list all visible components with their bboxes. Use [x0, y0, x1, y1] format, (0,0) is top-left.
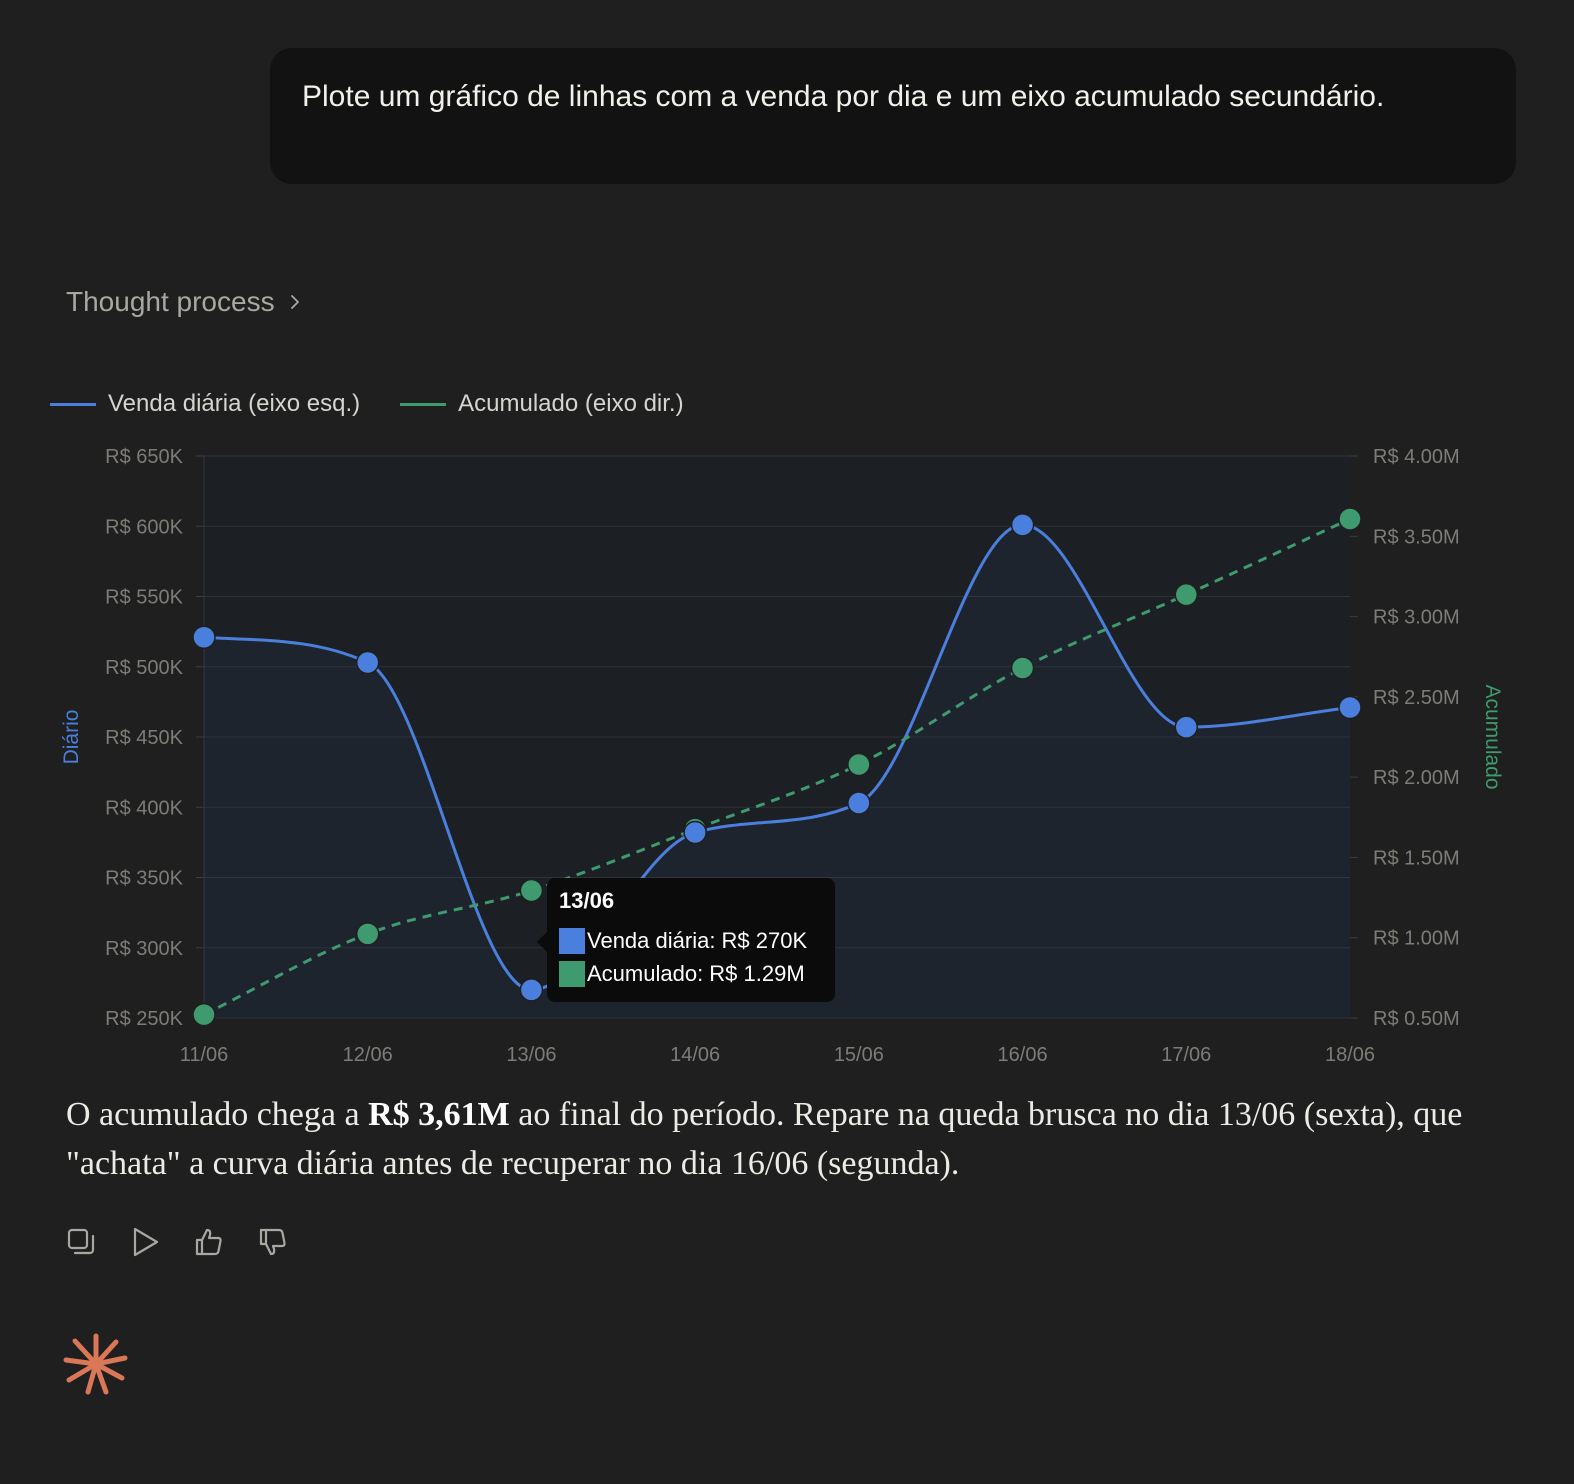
cumulative-point: [847, 752, 871, 777]
play-button[interactable]: [128, 1222, 162, 1262]
daily-point: [683, 820, 707, 845]
copy-icon: [67, 1228, 95, 1255]
answer-text-before: O acumulado chega a: [66, 1096, 369, 1133]
x-tick-label: 15/06: [834, 1044, 884, 1066]
thought-process-label: Thought process: [66, 286, 275, 317]
y-right-tick-label: R$ 3.50M: [1373, 526, 1460, 548]
daily-area: [204, 524, 1350, 1018]
thought-process-toggle[interactable]: Thought process: [66, 286, 303, 318]
cumulative-point: [1010, 656, 1035, 680]
daily-area-fill: [204, 524, 1350, 1018]
y-left-tick-label: R$ 600K: [105, 516, 183, 538]
tooltip-swatch-daily: [559, 927, 585, 954]
series-lines: [203, 517, 1351, 1016]
daily-point: [355, 650, 380, 675]
daily-point: [1338, 695, 1362, 720]
x-tick-label: 12/06: [343, 1044, 393, 1066]
cumulative-point: [519, 878, 544, 903]
thumbs-up-icon: [195, 1228, 222, 1256]
y-left-tick-label: R$ 550K: [105, 587, 183, 609]
grid-lines: [196, 455, 1358, 1019]
y-left-tick-label: R$ 450K: [105, 727, 183, 749]
chart-tooltip: 13/06 Venda diária: R$ 270K Acumulado: R…: [537, 878, 835, 1002]
y-right-tick-label: R$ 0.50M: [1373, 1008, 1460, 1030]
daily-point: [192, 625, 216, 649]
tooltip-value-daily: Venda diária: R$ 270K: [587, 927, 808, 953]
cumulative-point: [192, 1002, 216, 1027]
daily-point: [847, 791, 871, 815]
legend-label-daily: Venda diária (eixo esq.): [108, 390, 361, 417]
x-tick-label: 11/06: [180, 1044, 229, 1066]
tooltip-swatch-cumulative: [559, 960, 585, 987]
tooltip-value-cumulative: Acumulado: R$ 1.29M: [587, 960, 805, 986]
cumulative-point: [1338, 507, 1362, 531]
chevron-right-icon: [290, 295, 299, 309]
y-right-tick-label: R$ 1.50M: [1373, 847, 1460, 869]
tooltip-row-daily: Venda diária: R$ 270K: [559, 924, 823, 957]
legend-item-daily[interactable]: Venda diária (eixo esq.): [50, 390, 360, 418]
y-right-tick-label: R$ 4.00M: [1373, 446, 1460, 468]
message-actions: [64, 1222, 290, 1262]
cumulative-line: [203, 517, 1351, 1016]
axis-ticks: R$ 250K R$ 300K R$ 350K R$ 400K R$ 450K R$ 50…: [105, 446, 1460, 1066]
x-tick-label: 14/06: [670, 1044, 720, 1066]
series-points: [192, 507, 1362, 1027]
y-left-tick-label: R$ 300K: [105, 938, 183, 960]
y-left-tick-label: R$ 400K: [105, 797, 183, 819]
y-right-tick-label: R$ 2.00M: [1373, 767, 1460, 789]
y-right-tick-label: R$ 1.00M: [1373, 928, 1460, 950]
assistant-answer: O acumulado chega a R$ 3,61M ao final do…: [66, 1090, 1506, 1188]
dual-axis-line-chart: R$ 250K R$ 300K R$ 350K R$ 400K R$ 450K R$ 50…: [60, 446, 1504, 1066]
x-tick-label: 13/06: [506, 1044, 556, 1066]
x-tick-label: 18/06: [1325, 1044, 1375, 1066]
user-message-text: Plote um gráfico de linhas com a venda p…: [302, 80, 1385, 113]
cumulative-point: [355, 922, 380, 946]
cumulative-point: [1174, 582, 1199, 607]
answer-highlight: R$ 3,61M: [368, 1096, 510, 1133]
play-icon: [133, 1227, 159, 1257]
y-left-tick-label: R$ 650K: [105, 446, 183, 468]
thumbs-down-button[interactable]: [256, 1222, 290, 1262]
legend-label-cumulative: Acumulado (eixo dir.): [458, 390, 684, 417]
copy-button[interactable]: [64, 1222, 98, 1262]
tooltip-row-cumulative: Acumulado: R$ 1.29M: [559, 957, 823, 990]
legend-item-cumulative[interactable]: Acumulado (eixo dir.): [400, 390, 684, 418]
daily-sales-line: [203, 523, 1351, 992]
y-left-tick-label: R$ 250K: [105, 1008, 183, 1030]
answer-text-after: ao final do período. Repare na queda bru…: [66, 1096, 1463, 1182]
x-tick-label: 16/06: [998, 1044, 1048, 1066]
thumbs-up-button[interactable]: [192, 1222, 226, 1262]
daily-point: [519, 978, 544, 1002]
y-right-tick-label: R$ 2.50M: [1373, 687, 1460, 709]
tooltip-title: 13/06: [559, 888, 615, 913]
thumbs-down-icon: [259, 1228, 286, 1256]
y-right-axis-title: Acumulado: [1481, 684, 1504, 789]
daily-point: [1174, 715, 1199, 739]
chart-legend: Venda diária (eixo esq.) Acumulado (eixo…: [50, 390, 724, 418]
legend-swatch-daily: [50, 402, 96, 406]
y-left-tick-label: R$ 500K: [105, 657, 183, 679]
y-right-tick-label: R$ 3.00M: [1373, 607, 1460, 629]
y-left-tick-label: R$ 350K: [105, 868, 183, 890]
legend-swatch-cumulative: [400, 402, 447, 406]
user-message-bubble: Plote um gráfico de linhas com a venda p…: [270, 48, 1516, 184]
y-left-axis-title: Diário: [60, 710, 83, 765]
x-tick-label: 17/06: [1161, 1044, 1211, 1066]
claude-spark-logo-icon: [63, 1333, 128, 1395]
daily-point: [1010, 513, 1035, 537]
